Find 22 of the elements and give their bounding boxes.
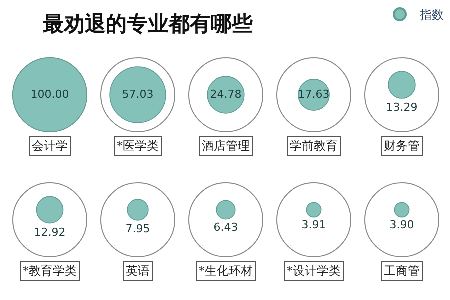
category-label: 财务管 (384, 139, 420, 153)
category-label: *教育学类 (23, 264, 77, 278)
category-label: 英语 (126, 264, 150, 278)
data-label: 7.95 (126, 222, 150, 236)
data-label: 6.43 (214, 220, 238, 234)
legend-label: 指数 (419, 8, 444, 22)
category-label: *设计学类 (287, 264, 341, 278)
data-label: 3.91 (302, 218, 326, 232)
category-label: 酒店管理 (202, 139, 250, 153)
data-label: 13.29 (386, 101, 418, 114)
category-label: *医学类 (117, 139, 159, 153)
text: 最劝退的专业都有哪些 (42, 12, 253, 36)
category-label: 学前教育 (290, 139, 338, 153)
data-label: 12.92 (34, 226, 66, 239)
data-label: 17.63 (298, 88, 330, 101)
category-label: 工商管 (384, 264, 420, 278)
data-label: 24.78 (210, 88, 242, 101)
category-label: *生化环材 (199, 264, 253, 278)
category-label: 会计学 (32, 139, 68, 153)
data-label: 3.90 (390, 218, 414, 232)
data-label: 57.03 (122, 88, 154, 101)
data-label: 100.00 (30, 88, 70, 101)
